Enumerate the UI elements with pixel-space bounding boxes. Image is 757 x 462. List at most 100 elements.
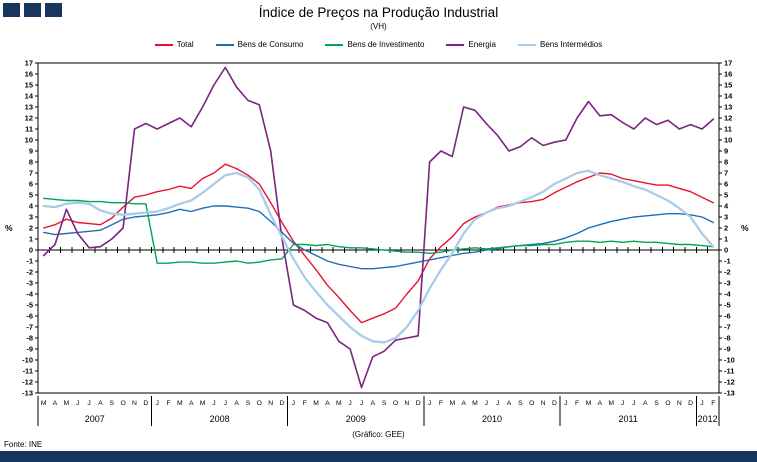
- svg-text:2: 2: [29, 224, 33, 233]
- svg-text:A: A: [507, 400, 512, 407]
- svg-text:2008: 2008: [210, 414, 230, 424]
- svg-text:J: J: [621, 400, 624, 407]
- svg-text:J: J: [212, 400, 215, 407]
- svg-text:3: 3: [29, 213, 33, 222]
- svg-text:0: 0: [724, 246, 728, 255]
- svg-text:-10: -10: [22, 356, 33, 365]
- svg-text:14: 14: [25, 92, 34, 101]
- y-axis-labels: -13 -13-12 -12-11 -11-10 -10-9 -9-8 -8-7 -7-6 -6…: [22, 59, 735, 398]
- svg-text:D: D: [688, 400, 693, 407]
- legend-item-bens-de-investimento: Bens de Investimento: [325, 40, 424, 49]
- series-line-bens-de-consumo: [43, 205, 714, 270]
- svg-text:3: 3: [724, 213, 728, 222]
- axes: [35, 62, 722, 394]
- svg-text:-2: -2: [724, 268, 731, 277]
- legend-line-marker-icon: [154, 43, 173, 46]
- svg-text:5: 5: [29, 191, 33, 200]
- svg-text:N: N: [677, 400, 682, 407]
- svg-text:1: 1: [29, 235, 33, 244]
- svg-text:M: M: [177, 400, 183, 407]
- svg-text:J: J: [564, 400, 567, 407]
- svg-text:6: 6: [29, 180, 33, 189]
- svg-text:15: 15: [724, 81, 732, 90]
- legend-label: Energia: [468, 40, 496, 49]
- svg-text:7: 7: [29, 169, 33, 178]
- svg-text:-1: -1: [26, 257, 33, 266]
- svg-text:S: S: [246, 400, 251, 407]
- chart-canvas: -13 -13-12 -12-11 -11-10 -10-9 -9-8 -8-7 -7-6 -6…: [5, 59, 749, 426]
- svg-text:6: 6: [724, 180, 728, 189]
- svg-text:S: S: [110, 400, 115, 407]
- svg-text:-10: -10: [724, 356, 735, 365]
- svg-text:-3: -3: [26, 279, 33, 288]
- svg-text:-7: -7: [724, 323, 731, 332]
- svg-text:5: 5: [724, 191, 728, 200]
- svg-text:-1: -1: [724, 257, 731, 266]
- svg-text:O: O: [393, 400, 398, 407]
- bottom-bar: [0, 451, 757, 462]
- chart-subtitle: (VH): [370, 22, 387, 31]
- logo-square-2: [24, 3, 41, 17]
- svg-text:4: 4: [724, 202, 729, 211]
- svg-text:-11: -11: [23, 367, 33, 376]
- svg-text:-4: -4: [26, 290, 33, 299]
- chart-title: Índice de Preços na Produção Industrial: [258, 5, 499, 20]
- svg-text:D: D: [416, 400, 421, 407]
- svg-text:10: 10: [724, 136, 732, 145]
- svg-text:0: 0: [29, 246, 33, 255]
- svg-text:-8: -8: [724, 334, 731, 343]
- svg-text:J: J: [496, 400, 499, 407]
- svg-text:D: D: [143, 400, 148, 407]
- source-label: Fonte: INE: [4, 440, 43, 449]
- logo-square-1: [3, 3, 20, 17]
- svg-text:A: A: [98, 400, 103, 407]
- svg-text:17: 17: [724, 59, 732, 68]
- svg-text:F: F: [303, 400, 307, 407]
- svg-text:-13: -13: [22, 389, 33, 398]
- svg-text:M: M: [64, 400, 70, 407]
- svg-text:11: 11: [724, 125, 732, 134]
- svg-text:M: M: [472, 400, 478, 407]
- series-line-total: [43, 163, 714, 324]
- svg-text:4: 4: [29, 202, 34, 211]
- svg-text:J: J: [632, 400, 635, 407]
- legend-label: Total: [176, 40, 194, 49]
- svg-text:F: F: [575, 400, 579, 407]
- svg-text:11: 11: [25, 125, 33, 134]
- svg-text:O: O: [529, 400, 534, 407]
- svg-text:-13: -13: [724, 389, 735, 398]
- legend-item-bens-de-consumo: Bens de Consumo: [215, 40, 303, 49]
- svg-text:S: S: [654, 400, 659, 407]
- svg-text:M: M: [449, 400, 455, 407]
- svg-text:14: 14: [724, 92, 733, 101]
- logo-square-3: [45, 3, 62, 17]
- svg-text:-4: -4: [724, 290, 731, 299]
- svg-text:12: 12: [724, 114, 732, 123]
- svg-text:M: M: [200, 400, 206, 407]
- svg-text:-6: -6: [26, 312, 33, 321]
- svg-text:16: 16: [25, 70, 33, 79]
- svg-text:2009: 2009: [346, 414, 366, 424]
- svg-text:-9: -9: [724, 345, 731, 354]
- svg-text:-12: -12: [724, 378, 735, 387]
- chart-credit: (Gráfico: GEE): [352, 430, 405, 439]
- svg-text:J: J: [348, 400, 351, 407]
- svg-text:-2: -2: [26, 268, 33, 277]
- svg-text:-5: -5: [26, 301, 33, 310]
- svg-text:A: A: [371, 400, 376, 407]
- svg-text:M: M: [41, 400, 47, 407]
- svg-text:N: N: [268, 400, 273, 407]
- svg-text:2011: 2011: [619, 414, 638, 424]
- svg-text:A: A: [325, 400, 330, 407]
- svg-text:M: M: [313, 400, 319, 407]
- svg-text:9: 9: [29, 147, 33, 156]
- svg-text:17: 17: [25, 59, 33, 68]
- svg-text:8: 8: [724, 158, 728, 167]
- svg-text:-3: -3: [724, 279, 731, 288]
- svg-text:9: 9: [724, 147, 728, 156]
- svg-text:M: M: [586, 400, 592, 407]
- svg-text:15: 15: [25, 81, 33, 90]
- svg-text:2012: 2012: [698, 414, 718, 424]
- svg-text:A: A: [234, 400, 239, 407]
